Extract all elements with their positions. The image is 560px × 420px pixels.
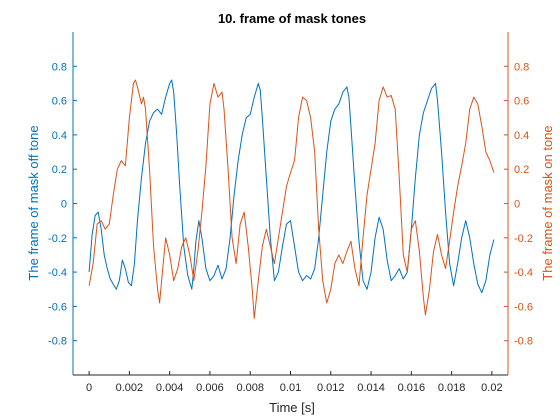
x-tick-label: 0.004 <box>156 382 184 394</box>
y-tick-label-left: -0.8 <box>48 336 67 348</box>
y-tick-label-left: 0.8 <box>52 61 67 73</box>
x-tick-label: 0.006 <box>196 382 224 394</box>
y-tick-label-right: 0.4 <box>514 130 529 142</box>
series-layer <box>88 79 495 319</box>
x-tick-label: 0.014 <box>357 382 385 394</box>
y-tick-label-right: -0.6 <box>514 301 533 313</box>
y-tick-label-left: 0.6 <box>52 96 67 108</box>
y-tick-label-right: 0 <box>514 199 520 211</box>
y-tick-label-right: 0.8 <box>514 61 529 73</box>
chart-title: 10. frame of mask tones <box>218 11 366 26</box>
y-tick-label-left: -0.6 <box>48 301 67 313</box>
y-tick-label-left: -0.2 <box>48 233 67 245</box>
y-tick-label-right: -0.4 <box>514 267 533 279</box>
y-axis-label-left: The frame of mask off tone <box>26 125 41 280</box>
series-line-right <box>88 79 495 319</box>
x-tick-label: 0.008 <box>236 382 264 394</box>
y-tick-label-right: 0.6 <box>514 96 529 108</box>
x-tick-label: 0.01 <box>280 382 301 394</box>
x-tick-label: 0.02 <box>481 382 502 394</box>
x-tick-label: 0 <box>86 382 92 394</box>
y-tick-label-left: -0.4 <box>48 267 67 279</box>
x-tick-label: 0.016 <box>398 382 426 394</box>
y-tick-label-right: -0.8 <box>514 336 533 348</box>
y-tick-label-right: 0.2 <box>514 164 529 176</box>
axes: 0 0.002 0.004 0.006 0.008 0.01 0.012 0.014 0.016… <box>48 32 533 394</box>
y-axis-label-right: The frame of mask on tone <box>540 125 555 280</box>
x-tick-label: 0.012 <box>317 382 345 394</box>
x-axis-label: Time [s] <box>269 400 315 415</box>
y-tick-label-right: -0.2 <box>514 233 533 245</box>
y-tick-label-left: 0.4 <box>52 130 67 142</box>
y-tick-label-left: 0 <box>61 199 67 211</box>
y-tick-label-left: 0.2 <box>52 164 67 176</box>
x-tick-label: 0.002 <box>116 382 144 394</box>
x-tick-label: 0.018 <box>438 382 466 394</box>
